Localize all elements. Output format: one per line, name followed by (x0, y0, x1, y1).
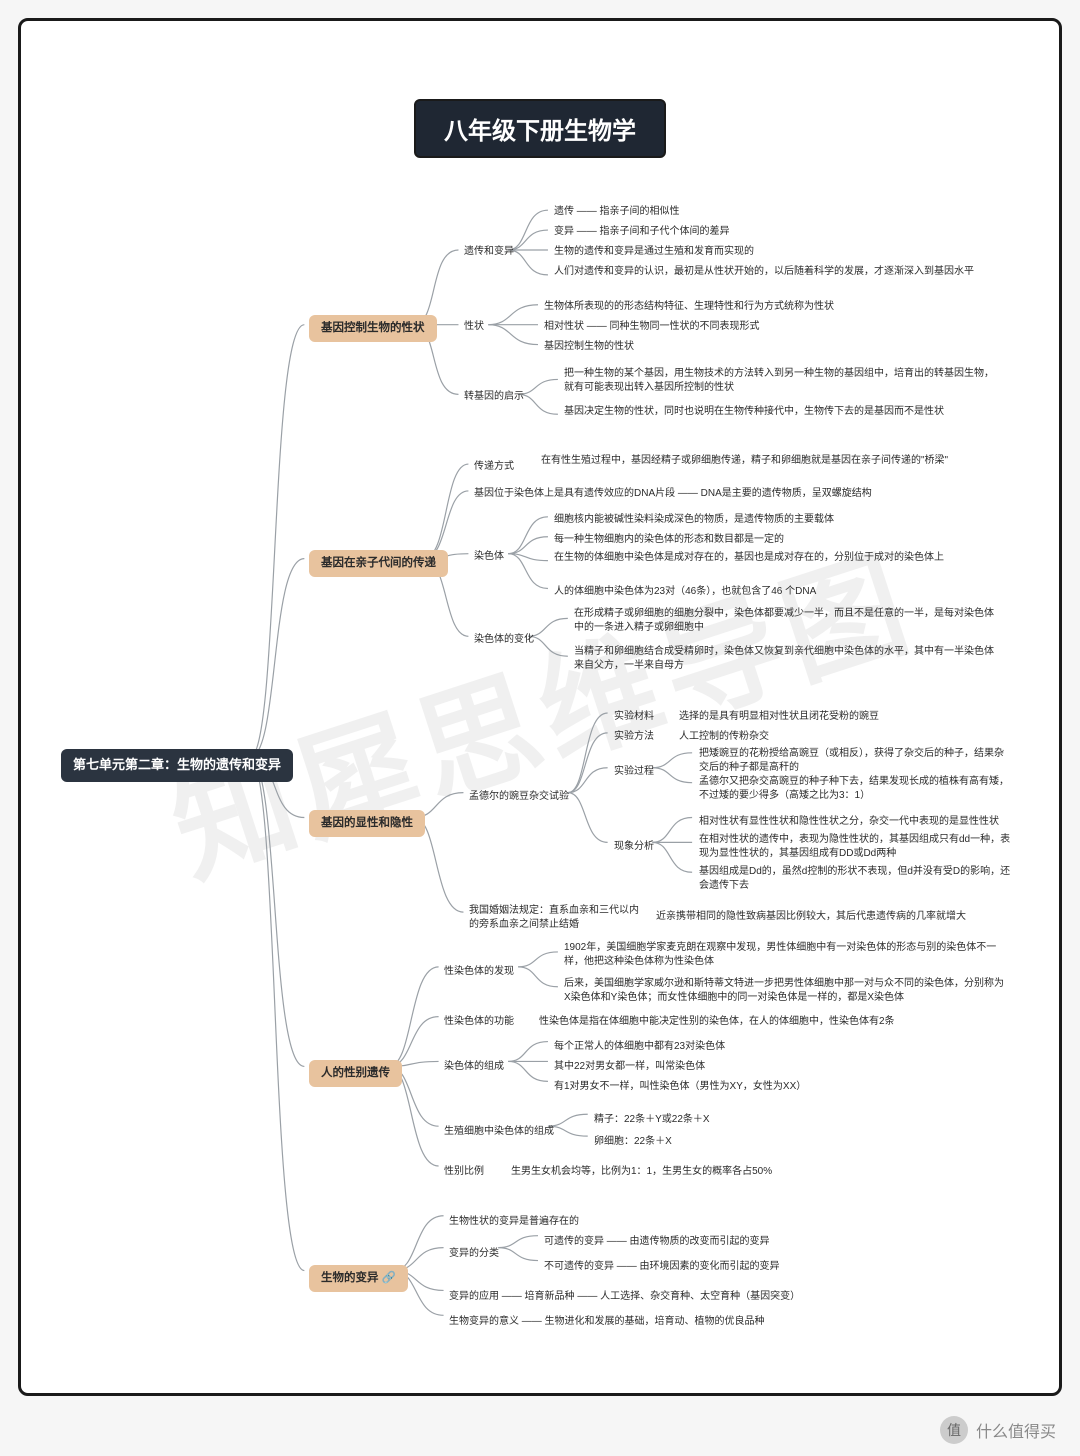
leaf: 遗传 —— 指亲子间的相似性 (554, 205, 680, 219)
l2-node: 基因的显性和隐性 (309, 810, 425, 837)
l2-node: 基因控制生物的性状 (309, 315, 437, 342)
l3-label: 生物性状的变异是普遍存在的 (449, 1215, 579, 1229)
l3-label: 基因位于染色体上是具有遗传效应的DNA片段 —— DNA是主要的遗传物质，呈双螺… (474, 487, 1004, 501)
leaf: 人工控制的传粉杂交 (679, 730, 769, 744)
leaf: 精子：22条＋Y或22条＋X (594, 1113, 710, 1127)
l4-label: 实验方法 (614, 730, 654, 744)
leaf: 变异 —— 指亲子间和子代个体间的差异 (554, 225, 730, 239)
l3-label: 性染色体的功能 (444, 1015, 514, 1029)
leaf: 每一种生物细胞内的染色体的形态和数目都是一定的 (554, 533, 784, 547)
l3-label: 染色体 (474, 550, 504, 564)
l3-label: 变异的应用 —— 培育新品种 —— 人工选择、杂交育种、太空育种（基因突变） (449, 1290, 800, 1304)
leaf: 卵细胞：22条＋X (594, 1135, 672, 1149)
leaf: 生物的遗传和变异是通过生殖和发育而实现的 (554, 245, 754, 259)
leaf: 把矮豌豆的花粉授给高豌豆（或相反），获得了杂交后的种子，结果杂交后的种子都是高秆… (699, 747, 1009, 774)
connector-lines (21, 21, 1059, 1393)
leaf: 1902年，美国细胞学家麦克朗在观察中发现，男性体细胞中有一对染色体的形态与别的… (564, 941, 1004, 968)
l3-label: 我国婚姻法规定：直系血亲和三代以内的旁系血亲之间禁止结婚 (469, 904, 639, 931)
leaf: 性染色体是指在体细胞中能决定性别的染色体，在人的体细胞中，性染色体有2条 (539, 1015, 1009, 1029)
leaf: 在相对性状的遗传中，表现为隐性性状的，其基因组成只有dd一种，表现为显性性状的，… (699, 833, 1019, 860)
l3-label: 生殖细胞中染色体的组成 (444, 1125, 554, 1139)
l3-label: 孟德尔的豌豆杂交试验 (469, 790, 569, 804)
l4-label: 实验材料 (614, 710, 654, 724)
l3-label: 传递方式 (474, 460, 514, 474)
leaf: 基因决定生物的性状，同时也说明在生物传种接代中，生物传下去的是基因而不是性状 (564, 405, 994, 419)
l2-node: 人的性别遗传 (309, 1060, 402, 1087)
l2-node: 生物的变异 🔗 (309, 1265, 408, 1292)
l3-label: 遗传和变异 (464, 245, 514, 259)
l4-label: 现象分析 (614, 840, 654, 854)
leaf: 孟德尔又把杂交高豌豆的种子种下去，结果发现长成的植株有高有矮，不过矮的要少得多（… (699, 775, 1009, 802)
leaf: 当精子和卵细胞结合成受精卵时，染色体又恢复到亲代细胞中染色体的水平，其中有一半染… (574, 645, 994, 672)
leaf: 在形成精子或卵细胞的细胞分裂中，染色体都要减少一半，而且不是任意的一半，是每对染… (574, 607, 994, 634)
leaf: 每个正常人的体细胞中都有23对染色体 (554, 1040, 725, 1054)
leaf: 相对性状 —— 同种生物同一性状的不同表现形式 (544, 320, 760, 334)
leaf: 把一种生物的某个基因，用生物技术的方法转入到另一种生物的基因组中，培育出的转基因… (564, 367, 994, 394)
leaf: 基因组成是Dd的，虽然d控制的形状不表现，但d并没有受D的影响，还会遗传下去 (699, 865, 1019, 892)
leaf: 后来，美国细胞学家威尔逊和斯特蒂文特进一步把男性体细胞中那一对与众不同的染色体，… (564, 977, 1004, 1004)
leaf: 人们对遗传和变异的认识，最初是从性状开始的，以后随着科学的发展，才逐渐深入到基因… (554, 265, 1004, 279)
l3-label: 变异的分类 (449, 1247, 499, 1261)
leaf: 在有性生殖过程中，基因经精子或卵细胞传递，精子和卵细胞就是基因在亲子间传递的"桥… (541, 454, 971, 468)
leaf: 可遗传的变异 —— 由遗传物质的改变而引起的变异 (544, 1235, 770, 1249)
leaf: 人的体细胞中染色体为23对（46条），也就包含了46 个DNA (554, 585, 816, 599)
page-card: 知犀思维导图 八年级下册生物学 (18, 18, 1062, 1396)
leaf: 基因控制生物的性状 (544, 340, 634, 354)
leaf: 生物体所表现的的形态结构特征、生理特性和行为方式统称为性状 (544, 300, 834, 314)
l3-label: 生物变异的意义 —— 生物进化和发展的基础，培育动、植物的优良品种 (449, 1315, 765, 1329)
page-title: 八年级下册生物学 (414, 99, 666, 158)
l3-label: 转基因的启示 (464, 390, 524, 404)
root-node: 第七单元第二章：生物的遗传和变异 (61, 749, 293, 782)
leaf: 有1对男女不一样，叫性染色体（男性为XY，女性为XX） (554, 1080, 806, 1094)
l3-label: 性状 (464, 320, 484, 334)
site-name: 什么值得买 (976, 1418, 1056, 1442)
leaf: 其中22对男女都一样，叫常染色体 (554, 1060, 705, 1074)
leaf: 在生物的体细胞中染色体是成对存在的，基因也是成对存在的，分别位于成对的染色体上 (554, 551, 994, 565)
site-logo-icon: 值 (940, 1416, 968, 1444)
leaf: 近亲携带相同的隐性致病基因比例较大，其后代患遗传病的几率就增大 (656, 910, 1026, 924)
leaf: 生男生女机会均等，比例为1：1，生男生女的概率各占50% (511, 1165, 772, 1179)
leaf: 不可遗传的变异 —— 由环境因素的变化而引起的变异 (544, 1260, 780, 1274)
leaf: 相对性状有显性性状和隐性性状之分，杂交一代中表现的是显性性状 (699, 815, 1019, 829)
l3-label: 染色体的组成 (444, 1060, 504, 1074)
l2-node: 基因在亲子代间的传递 (309, 550, 448, 577)
l3-label: 性别比例 (444, 1165, 484, 1179)
footer: 值 什么值得买 (940, 1416, 1056, 1444)
l4-label: 实验过程 (614, 765, 654, 779)
leaf: 选择的是具有明显相对性状且闭花受粉的豌豆 (679, 710, 879, 724)
l3-label: 染色体的变化 (474, 633, 534, 647)
l3-label: 性染色体的发现 (444, 965, 514, 979)
leaf: 细胞核内能被碱性染料染成深色的物质，是遗传物质的主要载体 (554, 513, 834, 527)
